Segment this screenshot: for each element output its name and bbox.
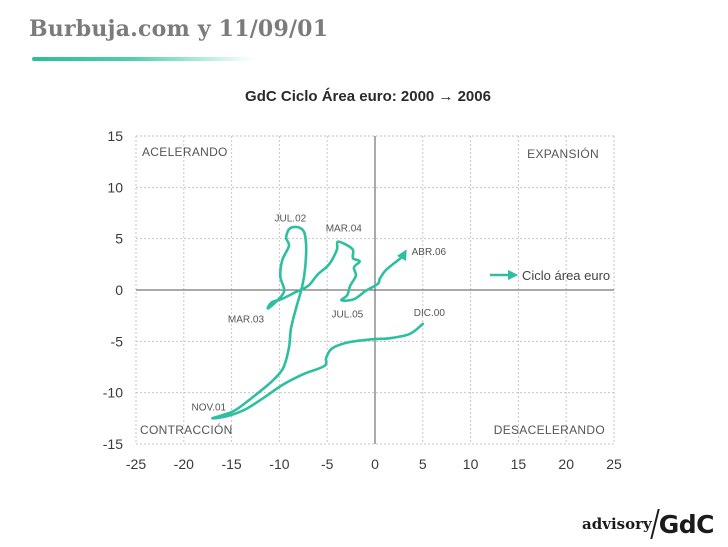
y-tick-label: 10 bbox=[107, 179, 123, 195]
annotation-label: JUL.05 bbox=[332, 309, 364, 320]
y-tick-label: -15 bbox=[103, 436, 123, 452]
quadrant-label-expansion: EXPANSIÓN bbox=[527, 146, 599, 161]
annotation-label: ABR.06 bbox=[412, 247, 447, 258]
slide-title: Burbuja.com y 11/09/01 bbox=[29, 16, 329, 42]
x-tick-label: 15 bbox=[511, 456, 527, 472]
axes bbox=[136, 136, 614, 444]
legend: Ciclo área euro bbox=[490, 268, 610, 283]
tick-labels: -25 -20 -15 -10 -5 0 5 10 15 20 25 -15 -10 -5 0 5 10 15 bbox=[103, 128, 622, 472]
annotations: DIC.00 NOV.01 JUL.02 MAR.03 MAR.04 JUL.05 ABR.… bbox=[191, 213, 446, 413]
x-tick-label: 10 bbox=[463, 456, 479, 472]
legend-label: Ciclo área euro bbox=[522, 268, 610, 283]
quadrant-labels: ACELERANDO EXPANSIÓN CONTRACCIÓN DESACELERA… bbox=[140, 145, 605, 437]
quadrant-label-acelerando: ACELERANDO bbox=[142, 145, 228, 159]
x-tick-label: -20 bbox=[174, 456, 194, 472]
chart-title: GdC Ciclo Área euro: 2000 → 2006 bbox=[245, 88, 491, 105]
x-tick-label: -25 bbox=[126, 456, 146, 472]
annotation-label: MAR.04 bbox=[326, 224, 363, 235]
y-tick-label: -5 bbox=[111, 333, 124, 349]
x-tick-label: 5 bbox=[419, 456, 427, 472]
annotation-label: MAR.03 bbox=[228, 314, 265, 325]
y-tick-label: -10 bbox=[103, 385, 123, 401]
annotation-label: NOV.01 bbox=[191, 402, 226, 413]
x-tick-label: -15 bbox=[221, 456, 241, 472]
x-tick-label: -10 bbox=[269, 456, 289, 472]
title-underline bbox=[32, 57, 254, 61]
y-tick-label: 0 bbox=[115, 282, 123, 298]
brand-gdc-text: GdC bbox=[658, 510, 715, 539]
brand-advisory-text: advisory bbox=[582, 515, 652, 533]
annotation-label: DIC.00 bbox=[414, 308, 446, 319]
x-tick-label: 20 bbox=[558, 456, 574, 472]
annotation-label: JUL.02 bbox=[275, 213, 307, 224]
x-tick-label: 25 bbox=[606, 456, 622, 472]
y-tick-label: 15 bbox=[107, 128, 123, 144]
x-tick-label: -5 bbox=[321, 456, 334, 472]
x-tick-label: 0 bbox=[371, 456, 379, 472]
quadrant-label-desacelerando: DESACELERANDO bbox=[494, 423, 605, 437]
series bbox=[211, 225, 425, 420]
advisory-gdc-logo: advisory GdC bbox=[582, 507, 715, 539]
quadrant-label-contraccion: CONTRACCIÓN bbox=[140, 422, 233, 437]
series-line-ciclo-area-euro bbox=[211, 225, 425, 420]
y-tick-label: 5 bbox=[115, 231, 123, 247]
